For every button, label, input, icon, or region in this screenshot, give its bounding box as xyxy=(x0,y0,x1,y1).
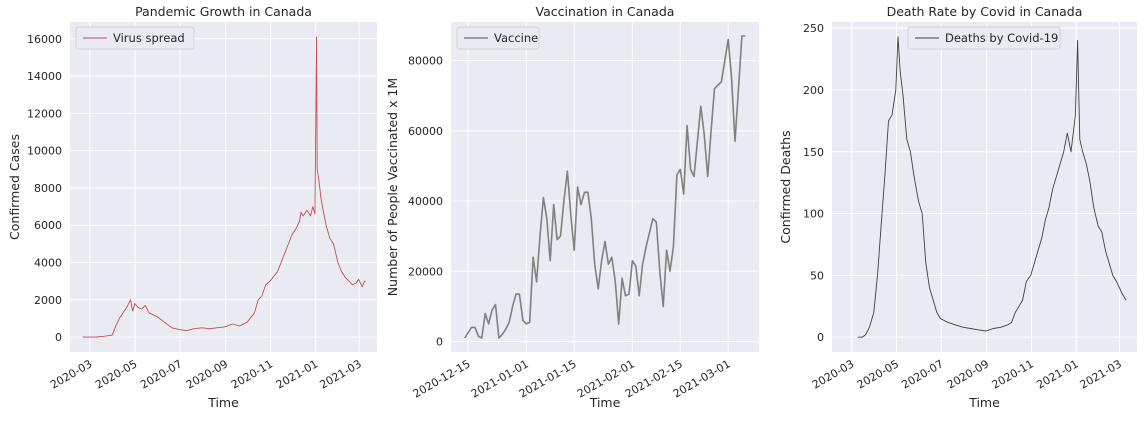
y-tick-label: 200 xyxy=(803,84,824,97)
x-tick-label: 2020-07 xyxy=(899,357,945,391)
chart-title: Pandemic Growth in Canada xyxy=(135,4,312,19)
y-tick-label: 40000 xyxy=(408,195,443,208)
y-axis-label: Number of People Vaccinated x 1M xyxy=(385,78,400,296)
y-tick-label: 100 xyxy=(803,208,824,221)
y-tick-label: 16000 xyxy=(27,33,62,46)
y-tick-label: 2000 xyxy=(34,294,62,307)
legend-label: Virus spread xyxy=(113,31,185,45)
x-tick-label: 2020-03 xyxy=(810,357,856,391)
y-tick-label: 4000 xyxy=(34,257,62,270)
x-tick-label: 2021-01 xyxy=(1034,357,1080,391)
legend-label: Deaths by Covid-19 xyxy=(945,31,1058,45)
legend: Deaths by Covid-19 xyxy=(907,26,1061,50)
legend-box xyxy=(907,26,1061,50)
y-tick-label: 10000 xyxy=(27,145,62,158)
x-tick-label: 2021-01 xyxy=(274,357,320,391)
legend-box xyxy=(75,26,195,50)
chart-title: Vaccination in Canada xyxy=(536,4,675,19)
y-tick-label: 0 xyxy=(55,331,62,344)
panel-vaccination: 0200004000060000800002020-12-152021-01-0… xyxy=(385,4,759,410)
plot-area xyxy=(451,22,759,352)
legend-label: Vaccine xyxy=(494,31,538,45)
y-tick-label: 60000 xyxy=(408,125,443,138)
plot-area xyxy=(70,22,377,352)
y-tick-label: 14000 xyxy=(27,70,62,83)
x-tick-label: 2020-05 xyxy=(855,357,901,391)
legend: Vaccine xyxy=(456,26,540,50)
x-tick-label: 2020-11 xyxy=(229,357,275,391)
y-tick-label: 0 xyxy=(436,335,443,348)
series-line-0 xyxy=(464,35,746,339)
x-axis-label: Time xyxy=(207,395,239,410)
y-axis-label: Confirmed Deaths xyxy=(778,130,793,243)
panel-pandemic-growth: 0 2000 4000 6000 8000 10000 12000 14000 16000 202… xyxy=(7,4,377,410)
x-tick-label: 2020-05 xyxy=(93,357,139,391)
y-tick-label: 20000 xyxy=(408,265,443,278)
x-tick-label: 2020-03 xyxy=(48,357,94,391)
y-tick-label: 8000 xyxy=(34,182,62,195)
series-line-0 xyxy=(82,36,366,338)
y-axis-label: Confirmed Cases xyxy=(7,134,22,240)
x-tick-label: 2020-07 xyxy=(138,357,184,391)
legend-box xyxy=(456,26,540,50)
chart-title: Death Rate by Covid in Canada xyxy=(887,4,1083,19)
x-tick-label: 2021-03 xyxy=(317,357,363,391)
x-tick-label: 2020-12-15 xyxy=(411,357,473,400)
y-tick-label: 12000 xyxy=(27,107,62,120)
x-axis-label: Time xyxy=(589,395,621,410)
y-tick-label: 50 xyxy=(810,269,824,282)
y-tick-label: 0 xyxy=(817,331,824,344)
y-tick-label: 6000 xyxy=(34,219,62,232)
x-tick-label: 2020-09 xyxy=(184,357,230,391)
y-tick-label: 150 xyxy=(803,146,824,159)
x-tick-label: 2020-09 xyxy=(945,357,991,391)
y-tick-label: 80000 xyxy=(408,55,443,68)
y-tick-label: 250 xyxy=(803,22,824,35)
x-tick-label: 2021-03 xyxy=(1078,357,1124,391)
plot-area xyxy=(832,22,1137,352)
series-line-0 xyxy=(857,36,1127,338)
x-tick-label: 2020-11 xyxy=(990,357,1036,391)
x-axis-label: Time xyxy=(968,395,1000,410)
legend: Virus spread xyxy=(75,26,195,50)
